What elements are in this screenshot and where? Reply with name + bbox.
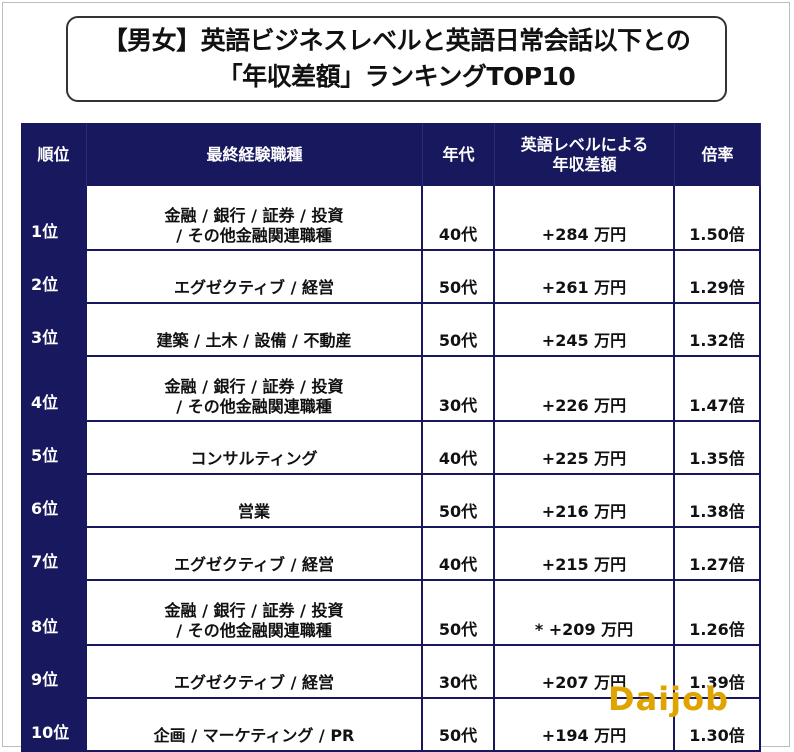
job-line-1: 企画 / マーケティング / PR xyxy=(153,726,355,745)
rank-cell: 10位 xyxy=(21,699,87,752)
rank-cell: 7位 xyxy=(21,528,87,581)
rank-cell: 5位 xyxy=(21,422,87,475)
age-cell: 30代 xyxy=(423,646,495,699)
salary-diff-cell: +245 万円 xyxy=(495,304,675,357)
table-row: 5位コンサルティング 40代 +225 万円 1.35倍 xyxy=(21,422,761,475)
table-row: 3位建築 / 土木 / 設備 / 不動産 50代 +245 万円 1.32倍 xyxy=(21,304,761,357)
salary-diff-cell: * +209 万円 xyxy=(495,581,675,646)
job-cell: コンサルティング xyxy=(87,422,423,475)
table-row: 8位 金融 / 銀行 / 証券 / 投資 / その他金融関連職種 50代 * +209 … xyxy=(21,581,761,646)
header-diff: 英語レベルによる 年収差額 xyxy=(495,123,675,186)
ratio-cell: 1.35倍 xyxy=(675,422,761,475)
job-cell: 企画 / マーケティング / PR xyxy=(87,699,423,752)
rank-cell: 2位 xyxy=(21,251,87,304)
ratio-cell: 1.50倍 xyxy=(675,186,761,251)
header-job: 最終経験職種 xyxy=(87,123,423,186)
salary-diff-cell: +215 万円 xyxy=(495,528,675,581)
salary-diff-cell: +207 万円 xyxy=(495,646,675,699)
job-line-1: 金融 / 銀行 / 証券 / 投資 xyxy=(164,206,344,225)
ratio-cell: 1.32倍 xyxy=(675,304,761,357)
job-line-1: コンサルティング xyxy=(190,449,318,468)
age-cell: 40代 xyxy=(423,528,495,581)
job-cell: 金融 / 銀行 / 証券 / 投資 / その他金融関連職種 xyxy=(87,581,423,646)
ratio-cell: 1.38倍 xyxy=(675,475,761,528)
rank-cell: 3位 xyxy=(21,304,87,357)
table-row: 2位エグゼクティブ / 経営 50代 +261 万円 1.29倍 xyxy=(21,251,761,304)
table-row: 9位エグゼクティブ / 経営 30代 +207 万円 1.39倍 xyxy=(21,646,761,699)
table-row: 6位営業 50代 +216 万円 1.38倍 xyxy=(21,475,761,528)
header-ratio: 倍率 xyxy=(675,123,761,186)
header-diff-line2: 年収差額 xyxy=(552,154,617,174)
job-cell: 営業 xyxy=(87,475,423,528)
ratio-cell: 1.47倍 xyxy=(675,357,761,422)
salary-diff-cell: +225 万円 xyxy=(495,422,675,475)
age-cell: 50代 xyxy=(423,304,495,357)
job-cell: エグゼクティブ / 経営 xyxy=(87,646,423,699)
ratio-cell: 1.27倍 xyxy=(675,528,761,581)
job-line-2: / その他金融関連職種 xyxy=(176,397,332,416)
ratio-cell: 1.29倍 xyxy=(675,251,761,304)
age-cell: 40代 xyxy=(423,186,495,251)
rank-cell: 6位 xyxy=(21,475,87,528)
age-cell: 50代 xyxy=(423,251,495,304)
job-line-1: 金融 / 銀行 / 証券 / 投資 xyxy=(164,601,344,620)
ranking-table: 順位 最終経験職種 年代 英語レベルによる 年収差額 倍率 1位 金融 / 銀行 … xyxy=(21,123,761,752)
salary-diff-cell: +216 万円 xyxy=(495,475,675,528)
age-cell: 50代 xyxy=(423,581,495,646)
header-rank: 順位 xyxy=(21,123,87,186)
job-line-1: 営業 xyxy=(237,502,270,521)
job-line-1: エグゼクティブ / 経営 xyxy=(173,555,335,574)
daijob-logo: Daijob xyxy=(608,680,729,718)
table-row: 7位エグゼクティブ / 経営 40代 +215 万円 1.27倍 xyxy=(21,528,761,581)
job-line-1: 建築 / 土木 / 設備 / 不動産 xyxy=(156,331,352,350)
ratio-cell: 1.26倍 xyxy=(675,581,761,646)
age-cell: 50代 xyxy=(423,475,495,528)
header-age: 年代 xyxy=(423,123,495,186)
salary-diff-cell: +284 万円 xyxy=(495,186,675,251)
job-cell: エグゼクティブ / 経営 xyxy=(87,528,423,581)
title-box: 【男女】英語ビジネスレベルと英語日常会話以下との 「年収差額」ランキングTOP1… xyxy=(66,16,727,102)
ratio-cell: 1.39倍 xyxy=(675,646,761,699)
job-line-2: / その他金融関連職種 xyxy=(176,226,332,245)
age-cell: 40代 xyxy=(423,422,495,475)
job-line-2: / その他金融関連職種 xyxy=(176,621,332,640)
job-cell: エグゼクティブ / 経営 xyxy=(87,251,423,304)
salary-diff-cell: +261 万円 xyxy=(495,251,675,304)
header-diff-line1: 英語レベルによる xyxy=(520,134,649,154)
job-line-1: 金融 / 銀行 / 証券 / 投資 xyxy=(164,377,344,396)
job-line-1: エグゼクティブ / 経営 xyxy=(173,278,335,297)
rank-cell: 1位 xyxy=(21,186,87,251)
table-row: 4位 金融 / 銀行 / 証券 / 投資 / その他金融関連職種 30代 +226 万円… xyxy=(21,357,761,422)
rank-cell: 9位 xyxy=(21,646,87,699)
age-cell: 50代 xyxy=(423,699,495,752)
job-cell: 金融 / 銀行 / 証券 / 投資 / その他金融関連職種 xyxy=(87,186,423,251)
rank-cell: 8位 xyxy=(21,581,87,646)
age-cell: 30代 xyxy=(423,357,495,422)
table-row: 1位 金融 / 銀行 / 証券 / 投資 / その他金融関連職種 40代 +284 万円… xyxy=(21,186,761,251)
header-row: 順位 最終経験職種 年代 英語レベルによる 年収差額 倍率 xyxy=(21,123,761,186)
title-line-2: 「年収差額」ランキングTOP10 xyxy=(217,62,576,91)
job-cell: 建築 / 土木 / 設備 / 不動産 xyxy=(87,304,423,357)
job-cell: 金融 / 銀行 / 証券 / 投資 / その他金融関連職種 xyxy=(87,357,423,422)
title-line-1: 【男女】英語ビジネスレベルと英語日常会話以下との xyxy=(102,26,691,55)
salary-diff-cell: +226 万円 xyxy=(495,357,675,422)
job-line-1: エグゼクティブ / 経営 xyxy=(173,673,335,692)
rank-cell: 4位 xyxy=(21,357,87,422)
